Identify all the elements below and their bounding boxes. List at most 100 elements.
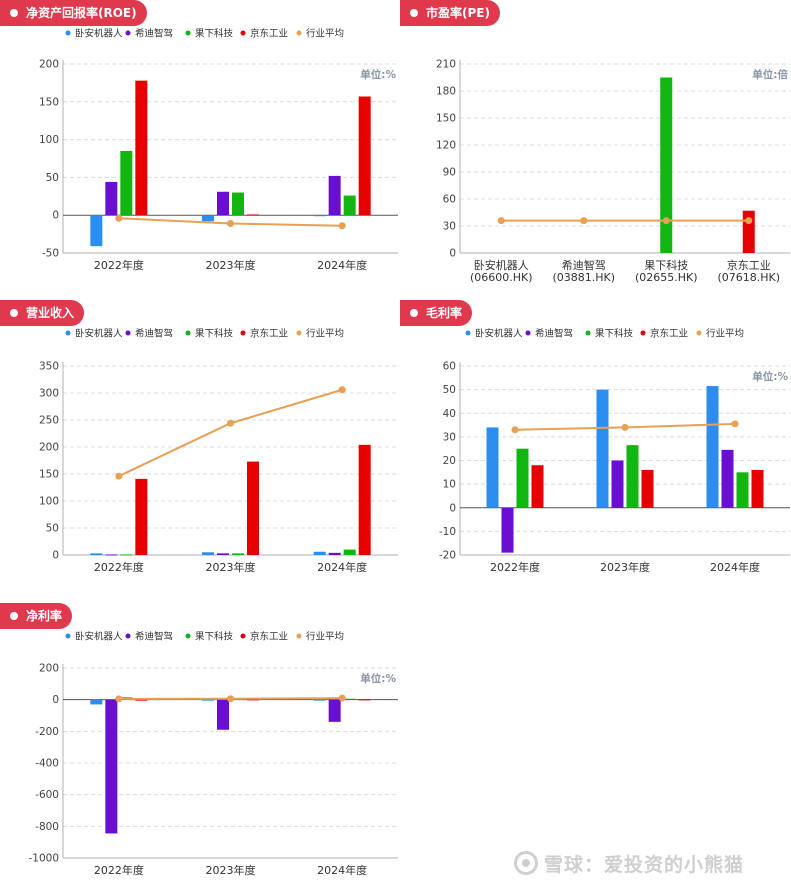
y-tick-label: 200 [39, 663, 59, 675]
y-tick-label: 0 [52, 694, 59, 706]
y-tick-label: 100 [39, 496, 59, 508]
legend-label: 行业平均 [706, 328, 744, 340]
pill-dot [410, 9, 418, 17]
bar [135, 699, 148, 701]
average-point [338, 694, 346, 702]
y-tick-label: 300 [39, 388, 59, 400]
legend-marker [65, 633, 71, 639]
legend-marker [465, 330, 471, 336]
legend-label: 京东工业 [250, 631, 288, 643]
bar [328, 552, 341, 555]
y-tick-label: 150 [39, 469, 59, 481]
average-point [227, 419, 234, 427]
x-tick-label: 2022年度 [490, 560, 540, 574]
legend-marker [240, 633, 246, 639]
bar [313, 551, 326, 555]
legend-label: 卧安机器人 [75, 28, 123, 40]
x-tick-label: 希迪智驾 [562, 258, 606, 272]
y-tick-label: 40 [443, 408, 456, 420]
legend-label: 果下科技 [195, 28, 234, 40]
legend-marker [185, 330, 191, 336]
bar [501, 507, 514, 553]
legend-label: 希迪智驾 [135, 631, 173, 643]
bar [343, 195, 356, 216]
chart-gross-margin: 卧安机器人 希迪智驾 果下科技 京东工业 行业平均 -20 -10 0 10 20 30 40 50 60… [439, 328, 790, 574]
y-tick-label: -600 [35, 789, 59, 801]
bar [202, 552, 214, 555]
y-tick-label: 50 [46, 172, 59, 184]
snowball-logo-icon [514, 851, 538, 875]
y-tick-label: 30 [443, 221, 456, 233]
bar [531, 465, 544, 508]
chart-roe: 卧安机器人 希迪智驾 果下科技 京东工业 行业平均 -50 0 50 100 150 200 单位:%… [39, 28, 398, 272]
y-tick-label: 100 [39, 134, 59, 146]
legend-label: 卧安机器人 [75, 631, 123, 643]
pill-dot [10, 612, 18, 620]
average-point [227, 695, 234, 703]
x-tick-label: (03881.HK) [552, 271, 615, 284]
panel-revenue: 营业收入 卧安机器人 希迪智驾 果下科技 京东工业 行业平均 0 50 100 150 200 25… [0, 300, 400, 590]
legend-marker [585, 330, 591, 336]
legend-label: 行业平均 [306, 631, 344, 643]
title-pill: 市盈率(PE) [400, 0, 500, 26]
y-tick-label: 50 [46, 523, 59, 535]
pill-dot [10, 9, 18, 17]
bar [313, 215, 326, 217]
bar [217, 191, 229, 216]
y-tick-label: -50 [42, 248, 59, 260]
legend-label: 京东工业 [650, 328, 688, 340]
legend-label: 果下科技 [195, 328, 234, 340]
legend-label: 行业平均 [306, 328, 344, 340]
x-tick-label: (06600.HK) [470, 271, 533, 284]
bar [358, 444, 371, 555]
legend-marker [296, 330, 302, 336]
y-tick-label: -800 [35, 821, 59, 833]
title-pill: 毛利率 [400, 300, 473, 326]
y-tick-label: 0 [52, 550, 59, 562]
x-tick-label: 2023年度 [206, 560, 256, 574]
pill-dot [10, 309, 18, 317]
title-pill: 净资产回报率(ROE) [0, 0, 147, 26]
chart-net-margin: 卧安机器人 希迪智驾 果下科技 京东工业 行业平均 -1000 -800 -600 -400 -2… [28, 631, 398, 877]
average-point [511, 426, 519, 434]
y-tick-label: 50 [443, 384, 456, 396]
average-point [338, 386, 346, 394]
bar [135, 80, 148, 216]
average-line [118, 388, 343, 478]
legend-marker [65, 30, 71, 36]
average-point [115, 472, 123, 480]
x-tick-label: 2022年度 [94, 560, 144, 574]
average-point [497, 217, 505, 225]
legend: 卧安机器人 希迪智驾 果下科技 京东工业 行业平均 [465, 328, 744, 340]
legend-label: 卧安机器人 [75, 328, 123, 340]
bar [641, 469, 654, 508]
legend-marker [696, 330, 702, 336]
y-tick-label: 30 [443, 431, 456, 443]
legend-marker [125, 633, 131, 639]
x-tick-label: 2024年度 [317, 863, 367, 877]
legend-marker [240, 30, 246, 36]
bar [358, 96, 371, 216]
bar [328, 175, 341, 216]
y-tick-label: 150 [436, 113, 456, 125]
x-tick-label: 2024年度 [710, 560, 760, 574]
y-tick-label: 150 [39, 96, 59, 108]
legend-label: 行业平均 [306, 28, 344, 40]
bar [135, 478, 148, 555]
bar [217, 699, 229, 730]
average-point [115, 214, 123, 222]
chart-title: 毛利率 [426, 306, 463, 320]
bar [742, 210, 755, 253]
x-tick-label: 2022年度 [94, 258, 144, 272]
legend: 卧安机器人 希迪智驾 果下科技 京东工业 行业平均 [65, 631, 344, 643]
chart-title: 营业收入 [26, 306, 75, 320]
pill-dot [410, 309, 418, 317]
bar [232, 192, 244, 216]
chart-revenue: 卧安机器人 希迪智驾 果下科技 京东工业 行业平均 0 50 100 150 200 250 300 3… [39, 328, 398, 574]
panel-net-margin: 净利率 卧安机器人 希迪智驾 果下科技 京东工业 行业平均 -1000 -800 -600 -4… [0, 603, 400, 891]
chart-title: 净资产回报率(ROE) [26, 6, 137, 20]
bar [105, 554, 118, 556]
y-tick-label: 60 [443, 361, 456, 373]
bar [217, 553, 229, 555]
unit-label: 单位:% [360, 672, 396, 685]
